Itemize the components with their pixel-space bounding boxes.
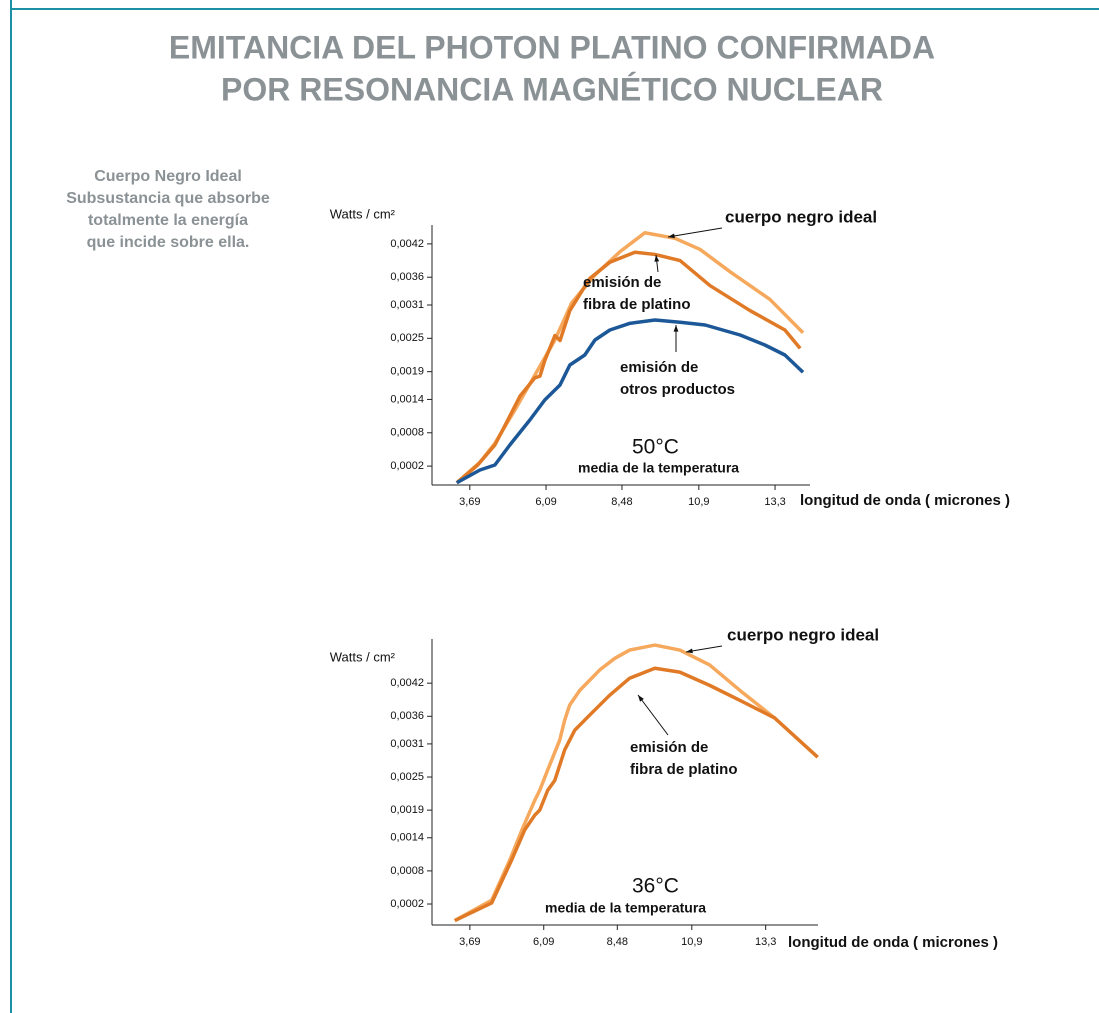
x-tick-label: 6,09 bbox=[535, 496, 556, 508]
x-axis-label: longitud de onda ( micrones ) bbox=[788, 934, 998, 951]
x-tick-label: 6,09 bbox=[533, 936, 554, 948]
title-line: EMITANCIA DEL PHOTON PLATINO CONFIRMADA bbox=[169, 29, 935, 65]
sidebar-line: que incide sobre ella. bbox=[87, 234, 250, 251]
y-tick-label: 0,0019 bbox=[390, 804, 424, 816]
series-label: cuerpo negro ideal bbox=[725, 207, 877, 226]
sidebar-line: Cuerpo Negro Ideal bbox=[94, 168, 242, 185]
y-tick-label: 0,0036 bbox=[390, 271, 424, 283]
temperature: 50°C bbox=[632, 436, 679, 459]
y-axis-label: Watts / cm² bbox=[330, 206, 396, 221]
y-tick-label: 0,0014 bbox=[390, 832, 424, 844]
sidebar-line: totalmente la energía bbox=[88, 212, 248, 229]
series-label: cuerpo negro ideal bbox=[727, 625, 879, 644]
x-tick-label: 13,3 bbox=[755, 936, 776, 948]
y-tick-label: 0,0042 bbox=[390, 238, 424, 250]
sidebar-line: Subsustancia que absorbe bbox=[66, 190, 270, 207]
y-tick-label: 0,0014 bbox=[390, 393, 424, 405]
series-line bbox=[455, 318, 805, 485]
x-tick-label: 10,9 bbox=[688, 496, 709, 508]
y-tick-label: 0,0042 bbox=[390, 677, 424, 689]
arrow-head bbox=[668, 233, 675, 239]
arrow-shaft bbox=[667, 227, 723, 238]
series-label: otros productos bbox=[620, 381, 735, 398]
series-label: emisión de bbox=[630, 739, 708, 756]
y-tick-label: 0,0036 bbox=[390, 710, 424, 722]
y-tick-label: 0,0002 bbox=[390, 460, 424, 472]
x-tick-label: 3,69 bbox=[459, 496, 480, 508]
x-tick-label: 8,48 bbox=[607, 936, 628, 948]
y-tick-label: 0,0002 bbox=[390, 898, 424, 910]
series-line bbox=[453, 643, 776, 923]
series-label: emisión de bbox=[583, 274, 661, 291]
arrow-head bbox=[686, 648, 693, 654]
temperature-label: media de la temperatura bbox=[578, 460, 739, 476]
arrow-head bbox=[654, 255, 660, 262]
y-tick-label: 0,0025 bbox=[390, 332, 424, 344]
temperature: 36°C bbox=[632, 875, 679, 898]
series-line bbox=[455, 250, 802, 485]
title-line: POR RESONANCIA MAGNÉTICO NUCLEAR bbox=[221, 71, 883, 107]
series-label: fibra de platino bbox=[630, 761, 738, 778]
series-label: fibra de platino bbox=[583, 296, 691, 313]
y-tick-label: 0,0031 bbox=[390, 738, 424, 750]
arrow-shaft bbox=[637, 694, 669, 736]
x-tick-label: 8,48 bbox=[611, 496, 632, 508]
y-tick-label: 0,0008 bbox=[390, 427, 424, 439]
arrow-head bbox=[673, 325, 679, 332]
y-axis-label: Watts / cm² bbox=[330, 649, 396, 664]
y-tick-label: 0,0025 bbox=[390, 771, 424, 783]
y-tick-label: 0,0008 bbox=[390, 865, 424, 877]
x-axis-label: longitud de onda ( micrones ) bbox=[800, 492, 1010, 509]
x-tick-label: 13,3 bbox=[764, 496, 785, 508]
y-tick-label: 0,0019 bbox=[390, 366, 424, 378]
arrow-head bbox=[638, 695, 644, 702]
temperature-label: media de la temperatura bbox=[545, 900, 706, 916]
series-line bbox=[454, 666, 819, 923]
y-tick-label: 0,0031 bbox=[390, 299, 424, 311]
series-label: emisión de bbox=[620, 359, 698, 376]
x-tick-label: 3,69 bbox=[459, 936, 480, 948]
x-tick-label: 10,9 bbox=[681, 936, 702, 948]
